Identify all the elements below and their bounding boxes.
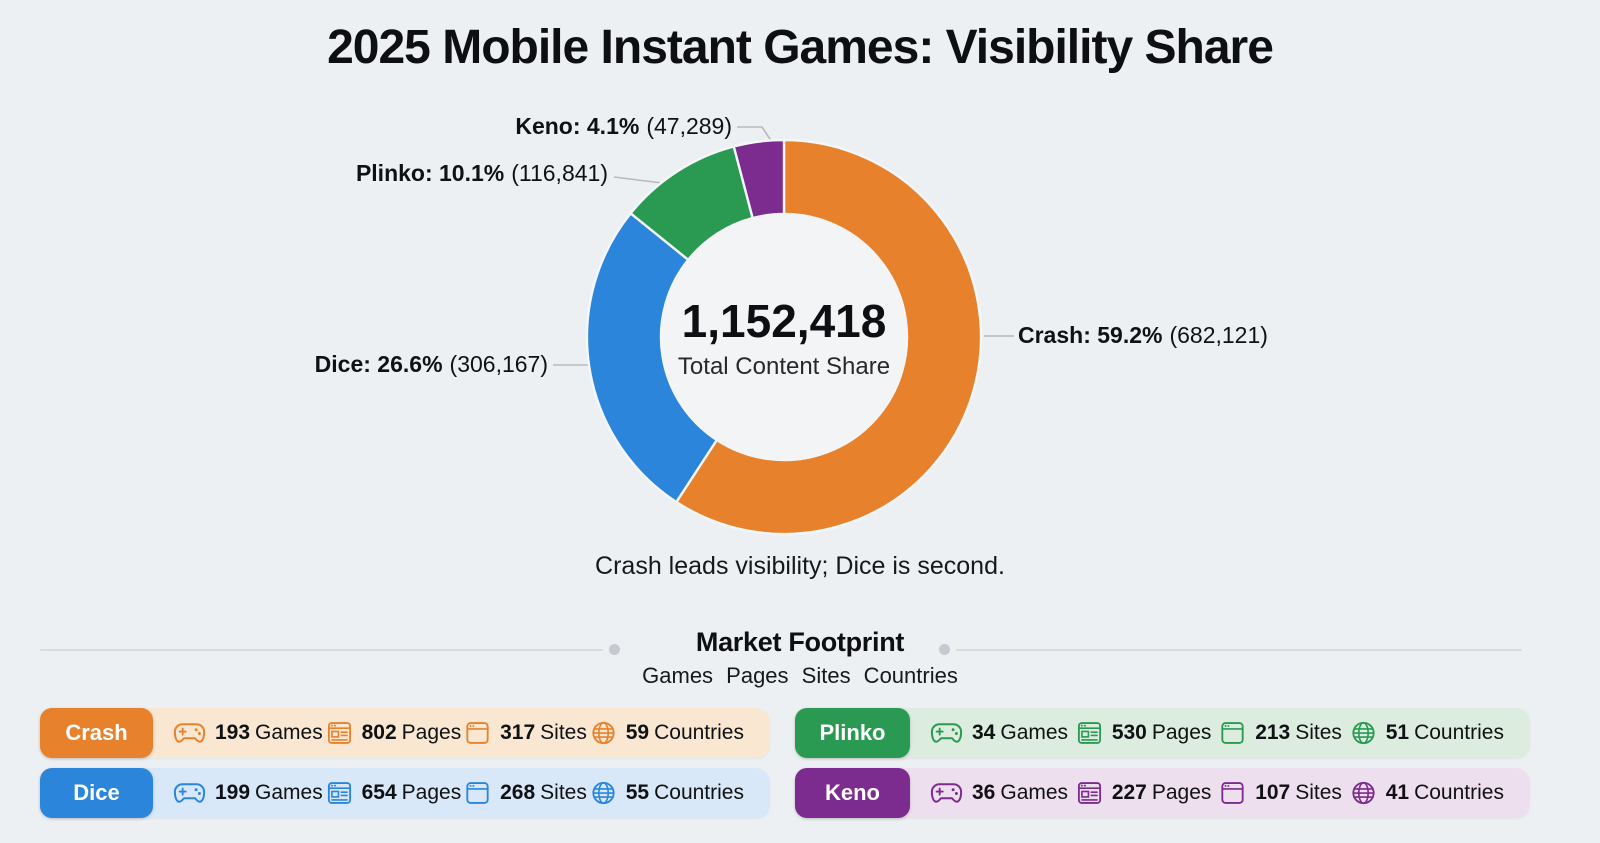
crash-stats: 193 Games 802 Pages 317 Sites 59 Countries — [153, 708, 770, 758]
crash-games-text: 193 Games — [215, 721, 323, 744]
keno-pages-stat: 227 Pages — [1076, 780, 1212, 806]
chart-caption: Crash leads visibility; Dice is second. — [595, 552, 1005, 580]
keno-countries-text: 41 Countries — [1385, 781, 1504, 804]
divider-left — [40, 649, 603, 651]
dice-pages-stat: 654 Pages — [326, 780, 462, 806]
pages-icon — [1076, 720, 1103, 746]
stat-row-keno: Keno 36 Games 227 Pages 107 Sites 41 Countri… — [795, 768, 1530, 818]
browser-icon — [1219, 720, 1246, 746]
callout-crash-label: Crash: 59.2% — [1018, 322, 1163, 348]
keno-sites-stat: 107 Sites — [1219, 780, 1342, 806]
keno-badge: Keno — [795, 768, 910, 818]
donut-svg — [585, 138, 983, 536]
callout-keno-label: Keno: 4.1% — [515, 113, 640, 139]
plinko-sites-stat: 213 Sites — [1219, 720, 1342, 746]
plinko-stats: 34 Games 530 Pages 213 Sites 51 Countries — [910, 708, 1530, 758]
keno-games-text: 36 Games — [972, 781, 1069, 804]
browser-icon — [464, 780, 491, 806]
globe-icon — [590, 780, 617, 806]
dice-countries-stat: 55 Countries — [590, 780, 744, 806]
keno-countries-stat: 41 Countries — [1350, 780, 1504, 806]
pages-icon — [326, 720, 353, 746]
crash-badge: Crash — [40, 708, 153, 758]
stat-row-plinko: Plinko 34 Games 530 Pages 213 Sites 51 Count… — [795, 708, 1530, 758]
donut-hole — [661, 214, 907, 460]
divider-dot-right — [939, 644, 950, 655]
callout-crash: Crash: 59.2% (682,121) — [1018, 322, 1268, 349]
callout-dice: Dice: 26.6% (306,167) — [148, 351, 548, 378]
divider-dot-left — [609, 644, 620, 655]
callout-dice-count: (306,167) — [449, 351, 548, 377]
crash-sites-text: 317 Sites — [500, 721, 587, 744]
callout-keno-count: (47,289) — [646, 113, 732, 139]
gamepad-icon — [930, 721, 963, 745]
plinko-countries-stat: 51 Countries — [1350, 720, 1504, 746]
dice-countries-text: 55 Countries — [625, 781, 744, 804]
callout-crash-count: (682,121) — [1169, 322, 1268, 348]
browser-icon — [1219, 780, 1246, 806]
plinko-pages-stat: 530 Pages — [1076, 720, 1212, 746]
dice-pages-text: 654 Pages — [361, 781, 462, 804]
plinko-badge: Plinko — [795, 708, 910, 758]
keno-pages-text: 227 Pages — [1111, 781, 1212, 804]
dice-sites-stat: 268 Sites — [464, 780, 587, 806]
keno-stats: 36 Games 227 Pages 107 Sites 41 Countries — [910, 768, 1530, 818]
dice-games-text: 199 Games — [215, 781, 323, 804]
gamepad-icon — [173, 781, 206, 805]
footprint-heading: Market Footprint — [695, 627, 905, 657]
plinko-sites-text: 213 Sites — [1255, 721, 1342, 744]
callout-plinko-count: (116,841) — [511, 160, 608, 186]
crash-games-stat: 193 Games — [173, 721, 323, 745]
callout-dice-label: Dice: 26.6% — [314, 351, 443, 377]
globe-icon — [1350, 780, 1377, 806]
divider-right — [956, 649, 1522, 651]
crash-countries-text: 59 Countries — [625, 721, 744, 744]
stat-row-dice: Dice 199 Games 654 Pages 268 Sites 55 Countr… — [40, 768, 770, 818]
browser-icon — [464, 720, 491, 746]
keno-sites-text: 107 Sites — [1255, 781, 1342, 804]
callout-keno: Keno: 4.1% (47,289) — [332, 113, 732, 140]
pages-icon — [1076, 780, 1103, 806]
crash-sites-stat: 317 Sites — [464, 720, 587, 746]
gamepad-icon — [173, 721, 206, 745]
crash-pages-stat: 802 Pages — [326, 720, 462, 746]
pages-icon — [326, 780, 353, 806]
footprint-subheading: Games Pages Sites Countries — [642, 663, 958, 688]
crash-pages-text: 802 Pages — [361, 721, 462, 744]
plinko-games-text: 34 Games — [972, 721, 1069, 744]
plinko-pages-text: 530 Pages — [1111, 721, 1212, 744]
callout-plinko-label: Plinko: 10.1% — [355, 160, 505, 186]
plinko-countries-text: 51 Countries — [1385, 721, 1504, 744]
donut-chart: 1,152,418 Total Content Share — [584, 137, 984, 537]
gamepad-icon — [930, 781, 963, 805]
plinko-games-stat: 34 Games — [930, 721, 1068, 745]
keno-games-stat: 36 Games — [930, 781, 1068, 805]
globe-icon — [590, 720, 617, 746]
dice-sites-text: 268 Sites — [500, 781, 587, 804]
crash-countries-stat: 59 Countries — [590, 720, 744, 746]
globe-icon — [1350, 720, 1377, 746]
stat-row-crash: Crash 193 Games 802 Pages 317 Sites 59 Count… — [40, 708, 770, 758]
dice-badge: Dice — [40, 768, 153, 818]
dice-stats: 199 Games 654 Pages 268 Sites 55 Countries — [153, 768, 770, 818]
page-title: 2025 Mobile Instant Games: Visibility Sh… — [327, 21, 1274, 74]
dice-games-stat: 199 Games — [173, 781, 323, 805]
callout-plinko: Plinko: 10.1% (116,841) — [208, 160, 608, 187]
